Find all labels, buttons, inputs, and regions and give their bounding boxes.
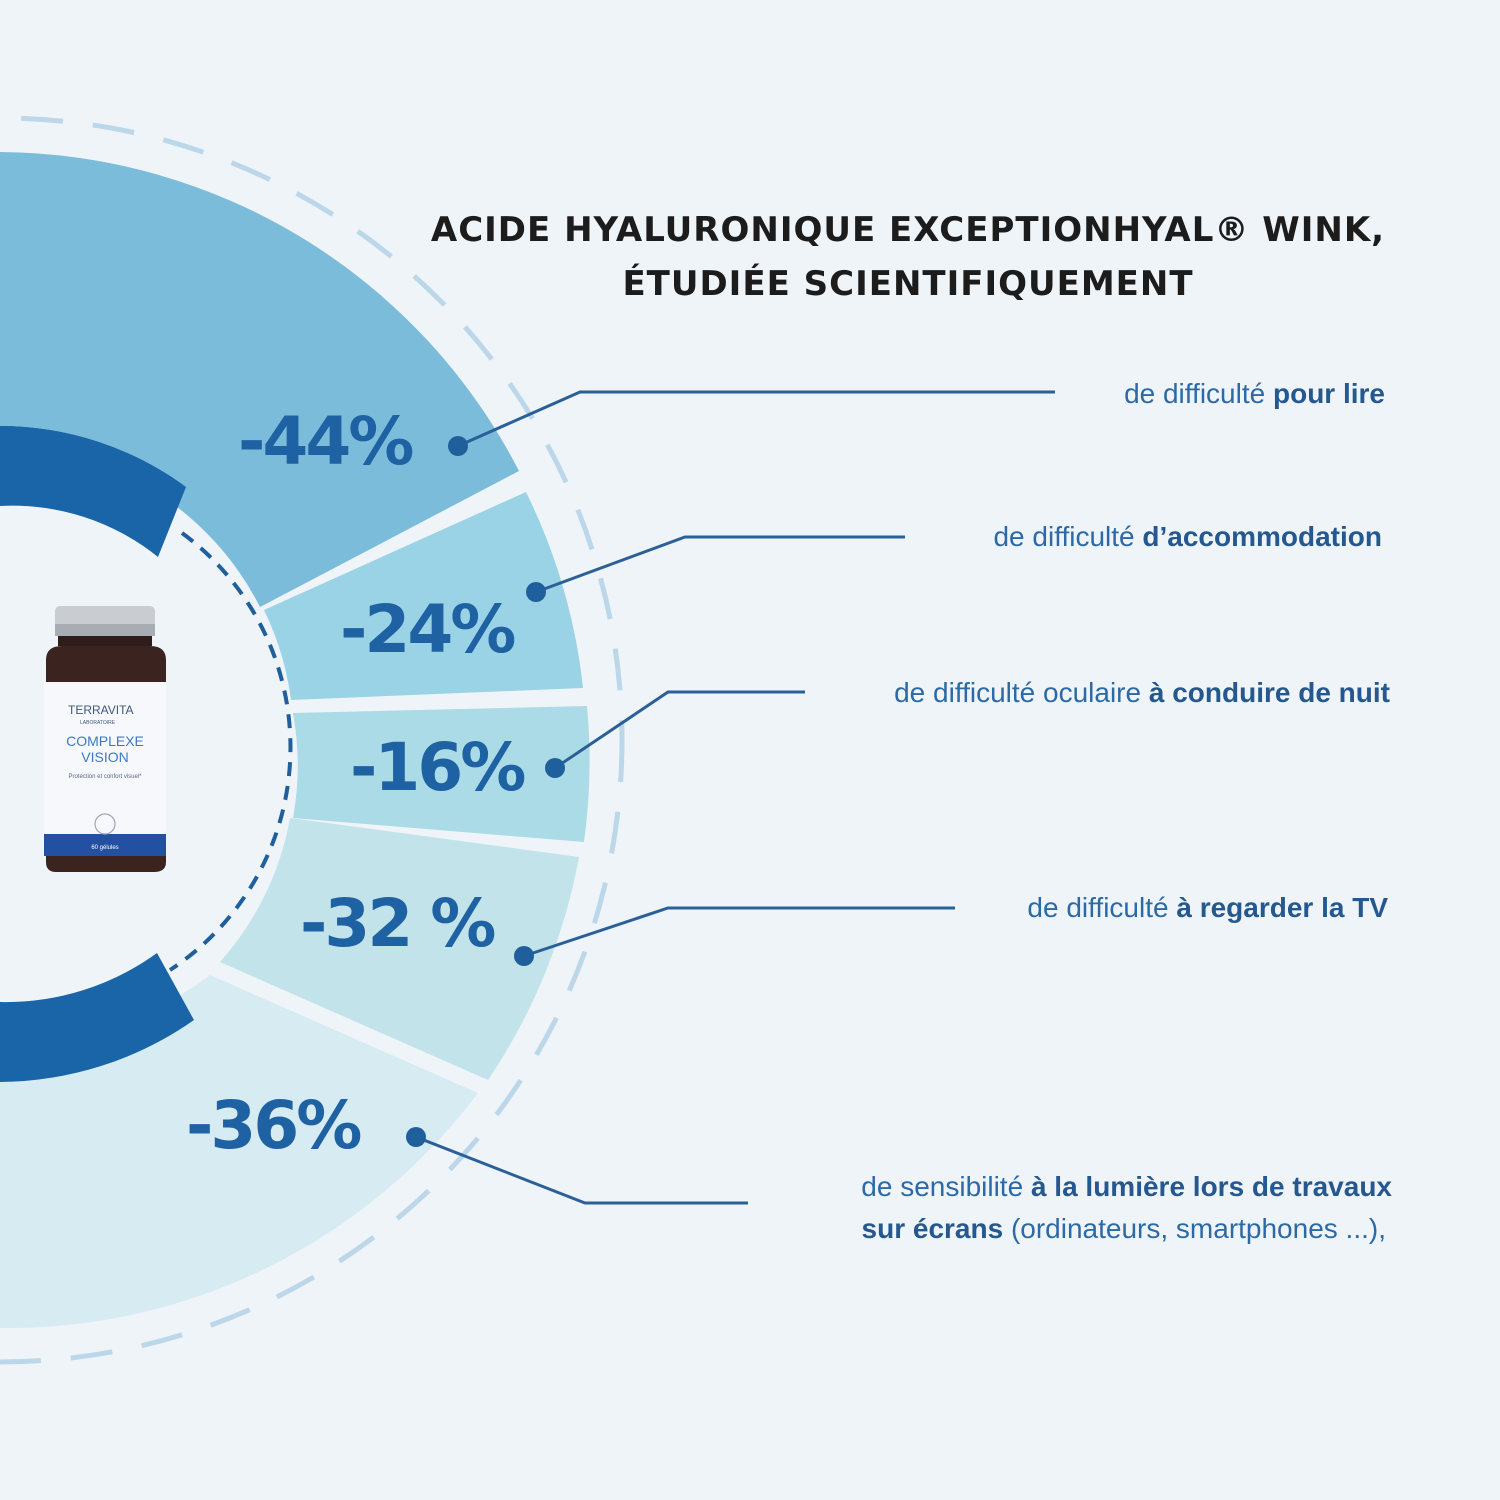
connector-36	[415, 1135, 748, 1205]
connector-16	[554, 690, 805, 770]
desc-32: de difficulté à regarder la TV	[1027, 892, 1388, 923]
pct-label-24: -24%	[340, 591, 515, 668]
percent-labels: -44% -24% -16% -32 % -36%	[186, 403, 528, 1164]
origin-badge	[94, 813, 116, 835]
brand-name: TERRAVITA	[68, 703, 134, 717]
outer-dashed-ring	[0, 115, 625, 1365]
title-line-1: ACIDE HYALURONIQUE EXCEPTIONHYAL® WINK,	[431, 210, 1385, 250]
connector-24	[535, 535, 905, 594]
donut-slices	[0, 152, 590, 1329]
pct-label-36: -36%	[186, 1087, 361, 1164]
product-name-2: VISION	[81, 749, 128, 765]
brand-sub: LABORATOIRE	[80, 720, 116, 726]
slice-32	[220, 818, 579, 1080]
pct-label-32: -32 %	[300, 885, 495, 962]
desc-24: de difficulté d’accommodation	[993, 521, 1382, 552]
bottle-label-band	[44, 834, 166, 856]
dot-24	[526, 582, 546, 602]
connector-dots	[406, 436, 565, 1147]
dot-36	[406, 1127, 426, 1147]
inner-dashed-arc	[168, 531, 293, 972]
pct-label-16: -16%	[350, 729, 525, 806]
desc-36-line1: de sensibilité à la lumière lors de trav…	[861, 1171, 1392, 1202]
connector-44	[457, 390, 1055, 448]
desc-36-line2: sur écrans (ordinateurs, smartphones ...…	[862, 1213, 1386, 1244]
desc-16: de difficulté oculaire à conduire de nui…	[894, 677, 1390, 708]
pct-label-44: -44%	[238, 403, 413, 480]
bottle-cap-shade	[55, 624, 155, 636]
title-line-2: ÉTUDIÉE SCIENTIFIQUEMENT	[622, 263, 1193, 304]
slice-16	[293, 706, 590, 842]
product-tagline: Protection et confort visuel*	[68, 774, 142, 780]
dot-32	[514, 946, 534, 966]
product-name-1: COMPLEXE	[66, 733, 144, 749]
slice-44	[0, 152, 519, 607]
desc-44: de difficulté pour lire	[1124, 378, 1385, 409]
dot-44	[448, 436, 468, 456]
slice-24	[264, 492, 583, 700]
capsule-count: 60 gélules	[91, 845, 118, 851]
connectors	[415, 390, 1055, 1205]
dot-16	[545, 758, 565, 778]
bottle-neck	[58, 636, 152, 646]
inner-arc-bottom-band	[0, 953, 194, 1082]
product-bottle: TERRAVITA LABORATOIRE COMPLEXE VISION Pr…	[44, 606, 166, 872]
inner-arc-top-band	[0, 426, 186, 557]
slice-36	[0, 975, 478, 1329]
connector-32	[523, 906, 955, 958]
bottle-label	[44, 682, 166, 856]
